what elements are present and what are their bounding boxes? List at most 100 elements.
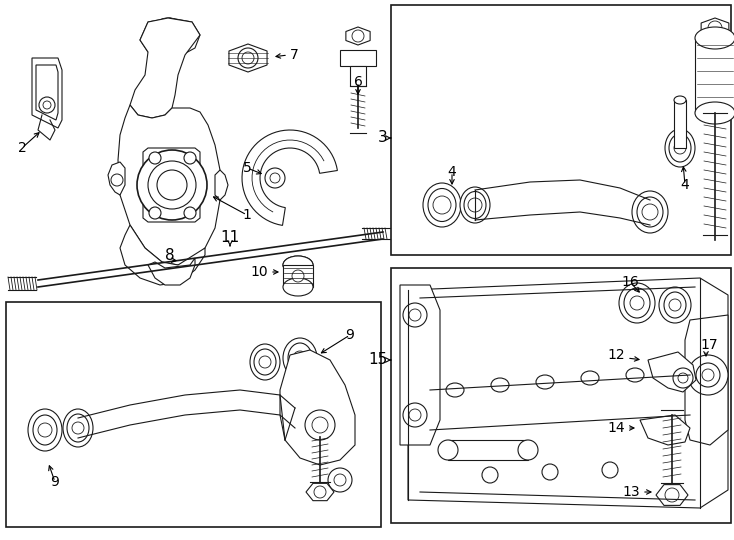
Ellipse shape — [28, 409, 62, 451]
Bar — [448, 440, 528, 460]
Polygon shape — [656, 484, 688, 505]
Ellipse shape — [460, 187, 490, 223]
Circle shape — [38, 423, 52, 437]
Text: 9: 9 — [51, 475, 59, 489]
Circle shape — [158, 26, 178, 46]
Ellipse shape — [665, 129, 695, 167]
Circle shape — [305, 410, 335, 440]
Circle shape — [328, 468, 352, 492]
Polygon shape — [648, 352, 696, 392]
Circle shape — [688, 355, 728, 395]
Polygon shape — [400, 285, 440, 445]
Polygon shape — [215, 170, 228, 200]
Polygon shape — [143, 148, 200, 222]
Circle shape — [242, 52, 254, 64]
Text: 15: 15 — [368, 353, 388, 368]
Polygon shape — [36, 65, 58, 120]
Text: 1: 1 — [242, 208, 252, 222]
Ellipse shape — [438, 440, 458, 460]
Circle shape — [352, 30, 364, 42]
Text: 4: 4 — [680, 178, 689, 192]
Circle shape — [673, 368, 693, 388]
Polygon shape — [685, 315, 728, 445]
Circle shape — [137, 150, 207, 220]
Polygon shape — [408, 278, 728, 508]
Text: 3: 3 — [378, 131, 388, 145]
Ellipse shape — [283, 338, 317, 378]
Circle shape — [433, 196, 451, 214]
Polygon shape — [32, 58, 62, 128]
Bar — [391, 268, 731, 523]
Text: 9: 9 — [346, 328, 355, 342]
Circle shape — [157, 170, 187, 200]
Ellipse shape — [63, 409, 93, 447]
Circle shape — [238, 48, 258, 68]
Ellipse shape — [581, 371, 599, 385]
Circle shape — [314, 486, 326, 498]
Text: 8: 8 — [165, 247, 175, 262]
Bar — [674, 100, 686, 148]
Polygon shape — [340, 50, 376, 66]
Ellipse shape — [423, 183, 461, 227]
Polygon shape — [118, 105, 220, 265]
Ellipse shape — [664, 292, 686, 318]
Ellipse shape — [288, 343, 312, 373]
Text: 16: 16 — [621, 275, 639, 289]
Ellipse shape — [624, 288, 650, 318]
Circle shape — [642, 204, 658, 220]
Ellipse shape — [491, 378, 509, 392]
Circle shape — [292, 270, 304, 282]
Polygon shape — [229, 44, 267, 72]
Ellipse shape — [446, 383, 464, 397]
Bar — [391, 5, 731, 255]
Circle shape — [111, 174, 123, 186]
Text: 13: 13 — [622, 485, 640, 499]
Circle shape — [708, 21, 722, 35]
Circle shape — [334, 474, 346, 486]
Circle shape — [602, 462, 618, 478]
Circle shape — [43, 101, 51, 109]
Ellipse shape — [33, 415, 57, 445]
Circle shape — [184, 207, 196, 219]
Ellipse shape — [67, 414, 89, 442]
Text: 7: 7 — [290, 48, 299, 62]
Ellipse shape — [626, 368, 644, 382]
Text: 14: 14 — [607, 421, 625, 435]
Bar — [350, 66, 366, 86]
Polygon shape — [242, 130, 338, 225]
Circle shape — [259, 356, 271, 368]
Circle shape — [678, 373, 688, 383]
Polygon shape — [280, 350, 355, 465]
Text: 11: 11 — [220, 231, 239, 246]
Ellipse shape — [283, 278, 313, 296]
Ellipse shape — [695, 27, 734, 49]
Text: 10: 10 — [250, 265, 268, 279]
Circle shape — [630, 296, 644, 310]
Text: 2: 2 — [18, 141, 26, 155]
Circle shape — [674, 142, 686, 154]
Polygon shape — [130, 18, 200, 118]
Text: 6: 6 — [354, 75, 363, 89]
Ellipse shape — [619, 283, 655, 323]
Circle shape — [702, 369, 714, 381]
Text: 4: 4 — [448, 165, 457, 179]
Polygon shape — [306, 483, 334, 501]
Circle shape — [669, 299, 681, 311]
Ellipse shape — [669, 134, 691, 162]
Ellipse shape — [464, 192, 486, 219]
Ellipse shape — [254, 349, 276, 375]
Circle shape — [312, 417, 328, 433]
Text: 5: 5 — [243, 161, 251, 175]
Ellipse shape — [666, 365, 684, 379]
Circle shape — [149, 152, 161, 164]
Bar — [283, 265, 313, 287]
Circle shape — [696, 363, 720, 387]
Ellipse shape — [659, 287, 691, 323]
Circle shape — [409, 409, 421, 421]
Bar — [6, 302, 381, 527]
Polygon shape — [140, 18, 200, 57]
Polygon shape — [148, 258, 195, 285]
Circle shape — [148, 161, 196, 209]
Circle shape — [409, 309, 421, 321]
Ellipse shape — [518, 440, 538, 460]
